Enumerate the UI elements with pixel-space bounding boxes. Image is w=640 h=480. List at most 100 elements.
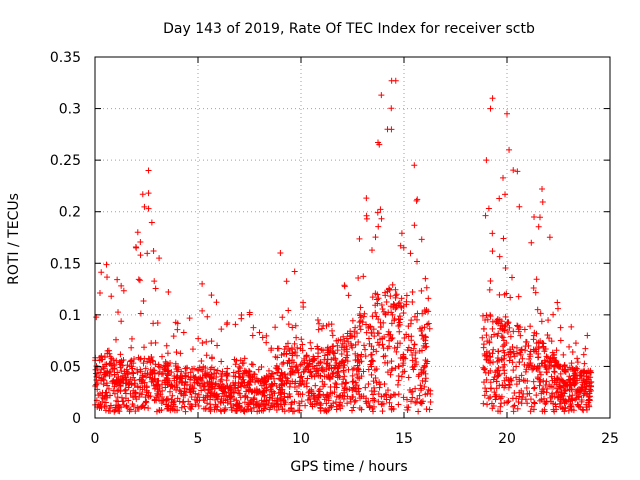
data-point [340,367,347,374]
data-point [578,384,585,391]
data-point [495,348,502,355]
data-point [237,394,244,401]
data-point [98,356,105,363]
data-point [256,329,263,336]
data-point [398,373,405,380]
data-point [288,399,295,406]
data-point [161,377,168,384]
data-point [543,363,550,370]
data-point [493,385,500,392]
data-point [155,377,162,384]
data-point [311,357,318,364]
data-point [375,398,382,405]
data-point [416,371,423,378]
data-point [337,392,344,399]
data-point [540,388,547,395]
data-point-peak [145,205,152,212]
data-point [554,394,561,401]
data-point [145,393,152,400]
data-point [411,313,418,320]
data-point [580,407,587,414]
data-point [284,340,291,347]
data-point [509,359,516,366]
data-point [289,350,296,357]
data-point-peak [411,162,418,169]
data-point [386,399,393,406]
data-point [398,304,405,311]
data-point [518,346,525,353]
data-point [143,373,150,380]
data-point [363,215,370,222]
data-point [172,319,179,326]
data-point [514,323,521,330]
data-point [379,335,386,342]
data-point [214,403,221,410]
data-point [385,328,392,335]
data-point [321,396,328,403]
data-point [581,368,588,375]
data-point [165,402,172,409]
data-point-peak [504,110,510,117]
data-point [536,368,543,375]
data-point [125,384,132,391]
data-point [396,328,403,335]
data-point [379,408,386,415]
data-point [507,333,514,340]
data-point [127,390,134,397]
data-point [246,386,253,393]
data-point [235,368,242,375]
data-point [351,365,358,372]
data-point [411,222,418,229]
data-point [522,343,529,350]
data-point [192,374,199,381]
data-point-peak [392,77,399,84]
data-point [425,295,432,302]
data-point [325,347,332,354]
data-point [422,308,429,315]
data-point [102,371,109,378]
data-point [486,286,493,293]
data-point [240,376,247,383]
data-point [481,365,488,372]
data-point [395,377,402,384]
data-point [505,376,512,383]
data-point [201,397,208,404]
data-point [246,373,253,380]
data-point [270,370,277,377]
data-point [377,381,384,388]
data-point [373,296,380,303]
data-point [281,393,288,400]
data-point [484,338,491,345]
data-point [479,334,486,341]
data-point [413,197,420,204]
data-point [418,400,425,407]
data-point [395,363,402,370]
data-point [297,391,304,398]
data-point [568,386,575,393]
data-point [155,363,162,370]
data-point [332,399,339,406]
data-point [505,381,512,388]
data-point [275,345,282,352]
data-point [572,340,579,347]
data-point [338,351,345,358]
data-point [154,382,161,389]
data-point [380,353,387,360]
data-point [499,334,506,341]
data-point [298,381,305,388]
data-point [510,167,517,174]
data-point [283,278,290,285]
data-point [388,405,395,412]
data-point [420,369,427,376]
data-point [330,400,337,407]
data-point [566,364,573,371]
data-point [356,375,363,382]
data-point [352,324,359,331]
data-point [162,384,169,391]
data-point [530,285,537,292]
data-point [329,332,336,339]
data-point [172,363,179,370]
data-point [268,388,275,395]
data-point [369,313,376,320]
data-point [533,392,540,399]
